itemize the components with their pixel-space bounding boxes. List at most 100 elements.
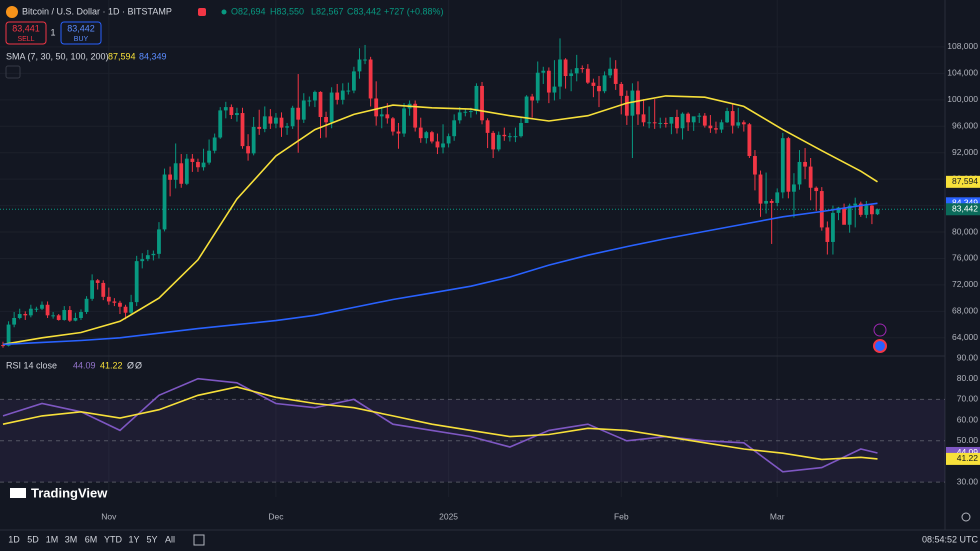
rsi-value: 44.09 — [73, 360, 96, 370]
settings-icon[interactable] — [961, 512, 971, 522]
sma-yellow-value: 87,594 — [108, 51, 136, 61]
buy-box[interactable] — [60, 21, 102, 45]
candle-body — [190, 158, 195, 162]
candle-body — [240, 113, 245, 147]
flag-icon[interactable] — [198, 8, 206, 16]
collapse-button[interactable] — [5, 65, 21, 79]
candle-body — [441, 143, 445, 148]
bitcoin-icon — [6, 6, 18, 18]
candle-body — [129, 302, 134, 313]
candle-body — [842, 207, 846, 225]
grid — [0, 0, 945, 497]
candle-body — [424, 132, 429, 139]
candle-body — [118, 302, 122, 307]
buy-button[interactable]: 83,442 BUY — [60, 21, 102, 45]
rsi-legend: RSI 14 close — [6, 360, 57, 370]
candle-body — [507, 136, 512, 138]
rsi-tag: 44.09 — [957, 447, 979, 457]
candle-body — [613, 68, 618, 84]
candle-body — [418, 127, 423, 139]
candle-body — [502, 134, 507, 137]
range-button[interactable]: All — [165, 534, 175, 544]
quantity: 1 — [50, 27, 55, 37]
event-icon[interactable] — [873, 323, 887, 337]
candle-body — [357, 59, 362, 72]
candle-body — [123, 306, 128, 313]
candle-body — [585, 68, 590, 83]
candle-body — [51, 315, 56, 317]
candle-body — [641, 114, 646, 123]
candle-body — [747, 124, 752, 157]
candle-body — [708, 125, 713, 129]
sma-legend: SMA (7, 30, 50, 100, 200) — [6, 51, 109, 61]
candle-body — [352, 71, 356, 91]
candle-body — [329, 92, 334, 123]
candle-body — [274, 117, 278, 124]
rsi-na-1: Ø — [127, 360, 134, 370]
sell-box[interactable] — [5, 21, 47, 45]
candle-body — [145, 255, 150, 260]
candle-body — [223, 107, 228, 111]
candle-body — [1, 345, 5, 347]
candle-body — [363, 59, 367, 61]
candle-body — [168, 174, 172, 180]
y-tick-label: 92,000 — [952, 147, 978, 157]
candle-body — [290, 107, 295, 127]
range-button[interactable]: 1Y — [128, 534, 139, 544]
range-button[interactable]: YTD — [104, 534, 123, 544]
y-tick-label: 72,000 — [952, 279, 978, 289]
rsi-na-2: Ø — [135, 360, 142, 370]
candle-body — [446, 136, 451, 144]
buy-label[interactable]: BUY — [74, 36, 89, 43]
candle-body — [296, 107, 301, 120]
candle-body — [106, 296, 111, 302]
candle-body — [429, 132, 434, 142]
candle-body — [12, 317, 17, 325]
rsi-ma-value: 41.22 — [100, 360, 123, 370]
candle-body — [814, 187, 819, 192]
candle-body — [580, 68, 585, 70]
candle-body — [457, 112, 462, 121]
x-tick-label: Dec — [268, 511, 284, 521]
sell-label[interactable]: SELL — [17, 36, 34, 43]
candle-body — [786, 138, 791, 192]
y-tick-label: 96,000 — [952, 121, 978, 131]
candle-body — [324, 117, 328, 123]
candle-body — [201, 162, 206, 168]
candle-body — [468, 111, 473, 113]
rsi-tick-label: 50.00 — [957, 435, 979, 445]
candle-body — [630, 90, 635, 116]
candle-body — [697, 115, 702, 117]
candle-body — [313, 91, 317, 101]
range-button[interactable]: 1M — [46, 534, 59, 544]
range-button[interactable]: 3M — [65, 534, 78, 544]
close-value: C83,442 — [347, 6, 381, 16]
range-button[interactable]: 5D — [27, 534, 39, 544]
rsi-line — [2, 386, 878, 461]
range-button[interactable]: 5Y — [146, 534, 157, 544]
candle-body — [836, 207, 841, 213]
rsi-tick-label: 30.00 — [957, 476, 979, 486]
x-tick-label: 2025 — [439, 511, 458, 521]
low-value: L82,567 — [311, 6, 344, 16]
candle-body — [134, 261, 139, 303]
candle-body — [229, 107, 234, 116]
rsi-tick-label: 80.00 — [957, 373, 979, 383]
candle-body — [558, 59, 562, 87]
y-tick-label: 104,000 — [947, 68, 978, 78]
candle-body — [792, 184, 796, 192]
candle-body — [23, 314, 28, 316]
date-range-icon[interactable] — [193, 534, 205, 546]
sell-price[interactable]: 83,441 — [12, 23, 40, 33]
change-value: +727 (+0.88%) — [384, 6, 444, 16]
candle-body — [374, 98, 379, 117]
candle-body — [385, 114, 390, 119]
candle-body — [719, 122, 724, 130]
buy-price[interactable]: 83,442 — [67, 23, 95, 33]
candle-body — [864, 205, 869, 215]
candle-body — [831, 212, 835, 242]
sell-button[interactable]: 83,441 SELL — [5, 21, 47, 45]
range-button[interactable]: 1D — [8, 534, 20, 544]
range-button[interactable]: 6M — [85, 534, 98, 544]
event-icon[interactable] — [873, 339, 887, 353]
